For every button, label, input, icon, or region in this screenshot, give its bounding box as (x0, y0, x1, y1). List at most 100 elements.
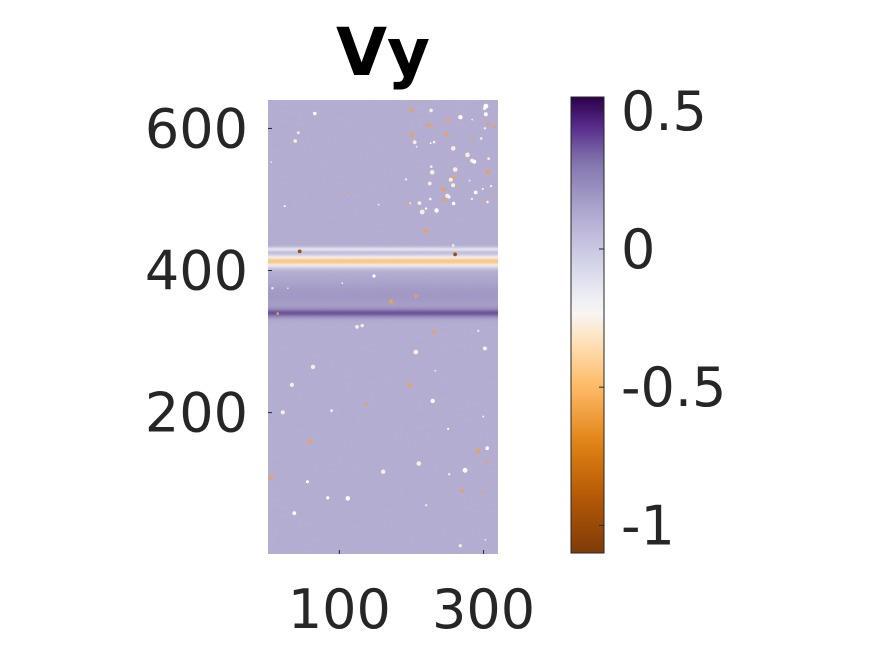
speckle (428, 197, 432, 201)
speckle (492, 194, 495, 197)
speckle (446, 118, 450, 123)
speckle (465, 152, 470, 158)
speckle (484, 538, 487, 541)
speckle (427, 181, 432, 186)
speckle (451, 244, 455, 247)
heatmap-image (268, 100, 498, 554)
speckle (448, 473, 451, 476)
colorbar-tick-label: -1 (621, 494, 675, 557)
speckle (407, 202, 410, 205)
speckle (355, 325, 359, 329)
speckle (404, 178, 408, 181)
speckle (447, 427, 450, 430)
speckle (475, 449, 481, 454)
speckle (292, 511, 297, 516)
speckle (364, 403, 368, 407)
speckle (448, 177, 453, 182)
speckle (306, 480, 309, 484)
speckle (452, 167, 458, 172)
x-axis: 100 300 (288, 550, 535, 641)
speckle (426, 123, 431, 127)
speckle (423, 228, 429, 234)
speckle (451, 183, 456, 188)
speckle (483, 112, 488, 117)
speckle (276, 312, 280, 315)
speckle (483, 103, 489, 109)
speckle (482, 415, 485, 418)
speckle (486, 200, 489, 204)
speckle (345, 496, 351, 501)
speckle (381, 469, 386, 474)
speckle (458, 544, 462, 548)
speckle (341, 282, 344, 285)
speckle (412, 140, 417, 145)
speckle (429, 170, 435, 175)
speckle (444, 132, 449, 137)
speckle (453, 252, 457, 257)
speckle (486, 122, 490, 126)
speckle (433, 127, 436, 129)
speckle (293, 139, 298, 143)
speckle (296, 131, 300, 135)
colorbar-gradient (570, 96, 605, 554)
y-tick-label: 400 (145, 240, 248, 303)
speckle (416, 461, 422, 466)
x-tick-label: 100 (288, 578, 391, 641)
y-axis: 200 400 600 (145, 97, 272, 445)
speckle (458, 115, 463, 120)
speckle (310, 364, 316, 370)
speckle (485, 460, 488, 464)
speckle (271, 287, 274, 290)
speckle (269, 475, 274, 480)
speckle (283, 205, 286, 208)
speckle (483, 346, 487, 351)
colorbar-tick-label: 0 (621, 218, 655, 281)
speckle (347, 191, 350, 194)
speckle (471, 118, 474, 121)
speckle (410, 132, 415, 137)
speckle (487, 157, 490, 161)
speckle (270, 161, 273, 163)
speckle (481, 187, 484, 191)
speckle (471, 137, 474, 140)
speckle (388, 299, 394, 304)
speckle (419, 209, 425, 215)
speckle (470, 197, 474, 201)
speckle (441, 187, 446, 192)
y-tick-label: 600 (145, 97, 248, 160)
speckle (432, 140, 436, 144)
speckle (409, 108, 414, 113)
speckle (313, 111, 317, 116)
colorbar-ticks: 0.5 0 -0.5 -1 (599, 80, 726, 557)
speckle (289, 382, 294, 387)
speckle (479, 137, 483, 140)
x-tick-label: 300 (432, 578, 535, 641)
speckle (280, 410, 285, 415)
speckle (413, 349, 419, 355)
speckle (430, 398, 435, 404)
speckle (425, 504, 428, 507)
speckle (485, 446, 490, 451)
speckle (372, 274, 376, 278)
speckle (432, 330, 436, 334)
speckle (297, 249, 302, 254)
chart-title: Vy (336, 14, 430, 91)
speckle (287, 287, 289, 290)
speckle (407, 382, 413, 388)
speckle (415, 145, 418, 148)
colorbar-tick-label: -0.5 (621, 356, 726, 419)
speckle (417, 201, 422, 206)
heatmap-texture (268, 100, 498, 554)
speckle (462, 467, 468, 473)
speckle (424, 207, 428, 210)
speckle (430, 165, 433, 168)
speckle (450, 146, 456, 151)
speckle (456, 185, 459, 188)
speckle (451, 201, 456, 206)
speckle (434, 369, 437, 372)
speckle (477, 329, 480, 332)
speckle (460, 489, 464, 493)
heatmap-speckles (269, 103, 497, 548)
speckle (472, 159, 477, 164)
